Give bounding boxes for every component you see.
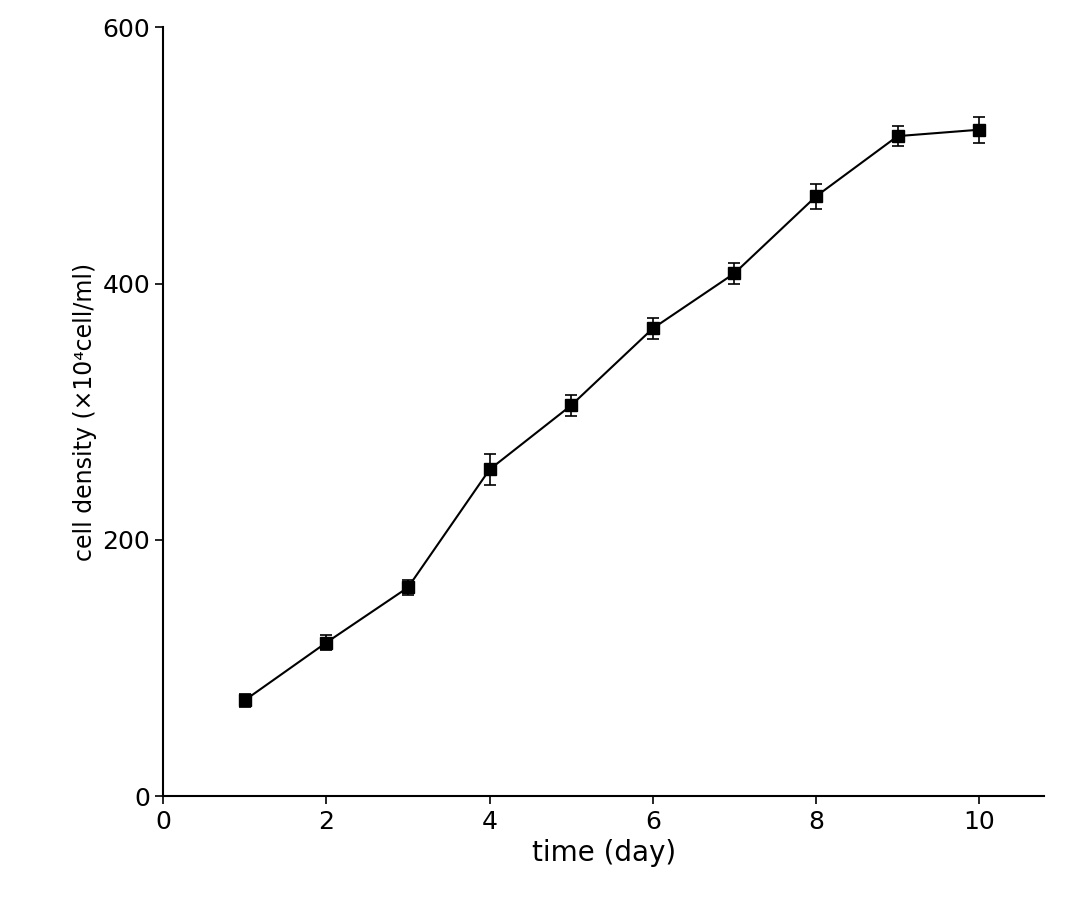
- X-axis label: time (day): time (day): [532, 839, 676, 867]
- Y-axis label: cell density (×10⁴cell/ml): cell density (×10⁴cell/ml): [73, 262, 97, 561]
